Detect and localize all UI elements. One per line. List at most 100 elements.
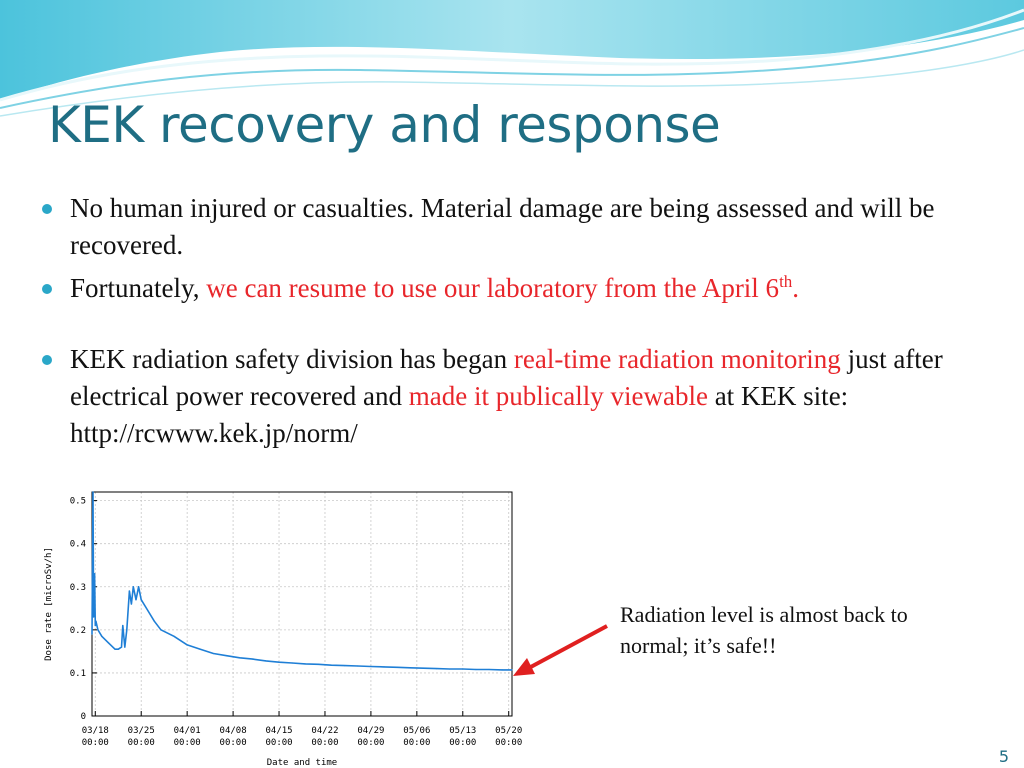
bullet-text: Fortunately, [70, 273, 207, 303]
data-point [383, 666, 385, 668]
header-wave-decoration [0, 0, 1024, 117]
callout-text: Radiation level is almost back to normal… [620, 602, 908, 658]
data-point [97, 629, 99, 631]
data-point [265, 660, 267, 662]
y-tick-label: 0.1 [70, 669, 86, 679]
x-tick-label: 05/20 [495, 726, 522, 736]
bullet-item: No human injured or casualties. Material… [42, 190, 1002, 264]
bullet-dot-icon [42, 204, 52, 214]
data-point [317, 663, 320, 665]
data-point [128, 590, 131, 592]
superscript-text: th [779, 272, 793, 291]
bullet-text: at KEK site: http://rcwww.kek.jp/norm/ [70, 381, 849, 448]
highlighted-text: real-time radiation monitoring [513, 344, 841, 374]
y-tick-label: 0.3 [70, 583, 86, 593]
y-tick-label: 0 [81, 712, 86, 722]
x-tick-label: 05/13 [449, 726, 476, 736]
y-tick-label: 0.2 [70, 626, 86, 636]
data-point [225, 655, 228, 657]
data-point [186, 644, 188, 646]
data-point [462, 668, 464, 670]
data-point [370, 665, 372, 668]
x-tick-label: 00:00 [403, 738, 430, 748]
data-point [120, 646, 123, 648]
x-tick-label: 00:00 [174, 738, 201, 748]
highlighted-text: we can resume to use our laboratory from… [206, 273, 780, 303]
data-point [278, 661, 280, 663]
bullet-text: just after electrical power recovered an… [70, 344, 943, 411]
slide-title: KEK recovery and response [48, 96, 721, 154]
data-point [94, 624, 96, 627]
data-point [501, 669, 503, 671]
data-point [122, 624, 124, 627]
bullet-text: No human injured or casualties. Material… [70, 193, 935, 260]
data-point [291, 662, 293, 664]
data-point [135, 599, 137, 601]
data-point [160, 629, 162, 631]
dose-rate-chart: 0 0.1 0.2 0.3 0.4 0.5 03/18 00:00 03/25 00:00 04/0… [37, 482, 527, 768]
data-point [173, 635, 175, 637]
data-point [132, 586, 134, 588]
data-point [93, 616, 95, 618]
bullet-item: Fortunately, we can resume to use our la… [42, 270, 1002, 307]
data-point [137, 586, 140, 588]
data-point [114, 648, 116, 650]
data-point [147, 609, 149, 612]
data-point [94, 573, 96, 575]
data-point [357, 665, 359, 667]
data-point [344, 665, 346, 667]
data-point [92, 491, 94, 493]
data-point [475, 668, 477, 671]
bullet-dot-icon [42, 284, 52, 294]
data-point [130, 603, 132, 605]
bullet-text: KEK radiation safety division has began [70, 344, 514, 374]
data-point [252, 658, 254, 660]
data-point [140, 599, 142, 601]
data-point [124, 646, 126, 648]
y-axis-label: Dose rate [microSv/h] [44, 547, 54, 661]
x-tick-label: 00:00 [357, 738, 384, 748]
data-point [212, 652, 215, 655]
y-tick-label: 0.5 [70, 497, 86, 507]
x-tick-label: 04/08 [220, 726, 247, 736]
data-point [91, 633, 93, 635]
bullet-dot-icon [42, 355, 52, 365]
data-point [422, 667, 425, 669]
x-tick-label: 04/15 [265, 726, 292, 736]
x-tick-label: 03/25 [128, 726, 155, 736]
data-point [101, 635, 103, 637]
data-point [511, 669, 513, 671]
x-axis-label: Date and time [267, 758, 337, 768]
data-point [239, 657, 241, 659]
data-point [126, 629, 128, 631]
data-point [409, 667, 411, 669]
data-point [330, 664, 333, 666]
highlighted-text: . [792, 273, 800, 303]
x-tick-label: 04/29 [357, 726, 384, 736]
x-tick-label: 04/22 [311, 726, 338, 736]
x-tick-label: 00:00 [495, 738, 522, 748]
data-point [117, 648, 119, 650]
data-point [95, 620, 97, 622]
x-tick-label: 00:00 [311, 738, 338, 748]
highlighted-text: made it publically viewable [408, 381, 708, 411]
data-point [199, 648, 201, 650]
data-point [396, 666, 398, 668]
data-point [488, 668, 490, 671]
data-point [153, 620, 155, 622]
data-point [435, 668, 438, 670]
bullet-item: KEK radiation safety division has began … [42, 341, 1002, 452]
x-tick-label: 00:00 [449, 738, 476, 748]
x-tick-label: 05/06 [403, 726, 430, 736]
x-tick-label: 00:00 [82, 738, 109, 748]
data-point [107, 642, 110, 644]
page-number: 5 [998, 747, 1009, 766]
bullet-list: No human injured or casualties. Material… [42, 190, 1002, 458]
data-point [304, 663, 306, 665]
x-tick-label: 04/01 [174, 726, 201, 736]
red-arrow-icon [513, 624, 608, 676]
x-tick-label: 03/18 [82, 726, 109, 736]
x-tick-label: 00:00 [220, 738, 247, 748]
data-point [449, 668, 451, 670]
y-tick-label: 0.4 [70, 540, 86, 550]
